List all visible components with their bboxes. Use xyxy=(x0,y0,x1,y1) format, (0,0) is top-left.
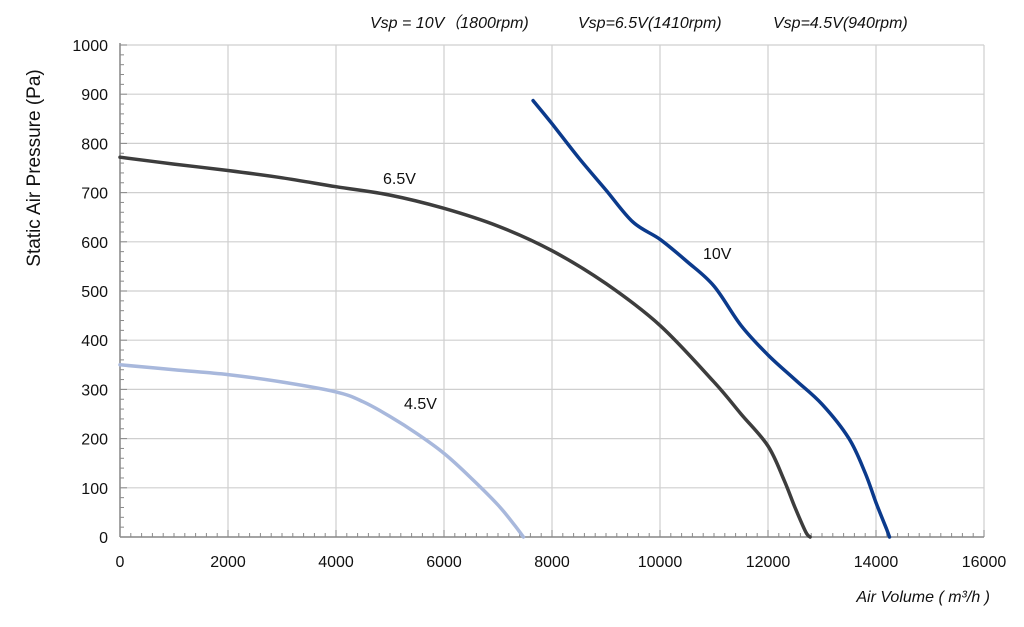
series-label-4-5v: 4.5V xyxy=(404,396,437,413)
y-tick-label-6: 600 xyxy=(81,235,108,252)
y-tick-label-3: 300 xyxy=(81,382,108,399)
series-line-6-5v xyxy=(118,155,812,539)
series-line-4-5v xyxy=(118,363,526,539)
y-axis-title: Static Air Pressure (Pa) xyxy=(24,69,45,266)
header-label-10v: Vsp = 10V（1800rpm) xyxy=(370,14,529,32)
x-tick-label-8: 16000 xyxy=(962,554,1007,571)
y-tick-label-8: 800 xyxy=(81,136,108,153)
y-tick-label-10: 1000 xyxy=(72,38,108,55)
x-tick-label-5: 10000 xyxy=(638,554,683,571)
x-tick-label-1: 2000 xyxy=(210,554,246,571)
x-tick-label-6: 12000 xyxy=(746,554,791,571)
y-tick-label-5: 500 xyxy=(81,284,108,301)
series-lines xyxy=(118,98,892,539)
x-tick-label-3: 6000 xyxy=(426,554,462,571)
y-tick-label-2: 200 xyxy=(81,432,108,449)
x-tick-label-4: 8000 xyxy=(534,554,570,571)
y-tick-label-1: 100 xyxy=(81,481,108,498)
header-label-6-5v: Vsp=6.5V(1410rpm) xyxy=(578,15,722,32)
y-tick-label-0: 0 xyxy=(99,530,108,547)
x-axis-title: Air Volume ( m³/h ) xyxy=(855,589,990,606)
grid xyxy=(119,44,985,538)
y-tick-label-4: 400 xyxy=(81,333,108,350)
y-tick-label-9: 900 xyxy=(81,87,108,104)
x-tick-label-7: 14000 xyxy=(854,554,899,571)
x-tick-label-0: 0 xyxy=(116,554,125,571)
x-tick-label-2: 4000 xyxy=(318,554,354,571)
series-label-10v: 10V xyxy=(703,246,732,263)
y-tick-label-7: 700 xyxy=(81,186,108,203)
series-line-10v xyxy=(531,98,892,539)
header-label-4-5v: Vsp=4.5V(940rpm) xyxy=(773,15,908,32)
series-label-6-5v: 6.5V xyxy=(383,171,416,188)
